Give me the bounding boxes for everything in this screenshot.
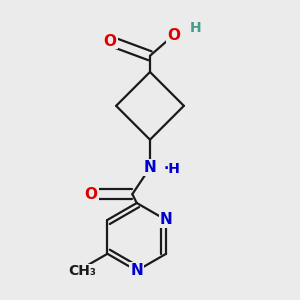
Text: N: N: [130, 263, 143, 278]
Text: N: N: [144, 160, 156, 175]
Text: ·H: ·H: [164, 162, 181, 176]
Text: CH₃: CH₃: [68, 265, 96, 278]
Text: H: H: [190, 21, 202, 35]
Text: O: O: [167, 28, 180, 43]
Text: O: O: [104, 34, 117, 49]
Text: N: N: [160, 212, 172, 227]
Text: O: O: [85, 187, 98, 202]
